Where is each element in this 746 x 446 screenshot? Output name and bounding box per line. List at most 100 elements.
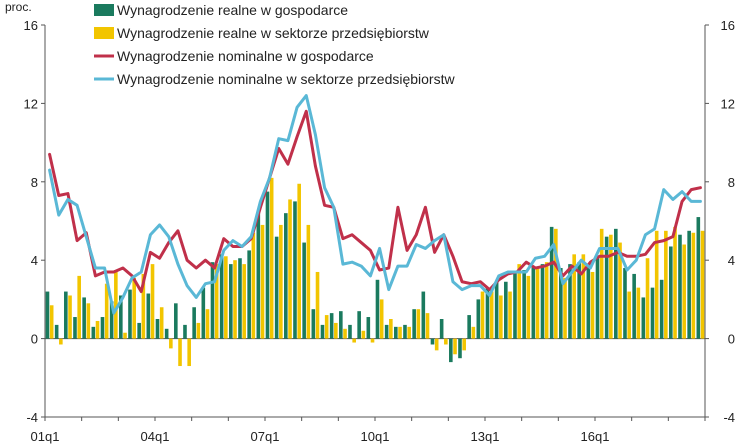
bar-real-economy: [366, 317, 371, 339]
bar-real-enterprise: [618, 242, 622, 339]
bar-real-economy: [421, 291, 426, 339]
y-tick-label-right: 16: [721, 18, 735, 33]
bar-real-enterprise: [49, 305, 54, 339]
x-tick-label: 04q1: [141, 429, 170, 444]
bar-real-economy: [439, 319, 444, 339]
axes: -4 -4 0 0 4 4 8 8 12 12 16 16 01q1 04q1 07q1 10q1 13q1 16…: [24, 18, 735, 444]
bar-real-economy: [513, 271, 517, 339]
bar-real-economy: [247, 250, 251, 339]
bar-real-economy: [348, 324, 352, 339]
bar-real-economy: [669, 246, 673, 339]
bar-real-enterprise: [563, 277, 567, 339]
bar-real-economy: [650, 287, 655, 339]
bar-real-economy: [430, 338, 435, 345]
bar-real-enterprise: [169, 338, 173, 349]
bar-real-economy: [577, 262, 581, 339]
bar-real-enterprise: [398, 326, 402, 339]
bar-real-economy: [467, 315, 471, 339]
line-nominal-enterprise: [48, 94, 702, 315]
bar-real-economy: [137, 322, 141, 339]
bar-real-economy: [384, 324, 389, 339]
bar-real-enterprise: [389, 319, 393, 339]
bar-real-economy: [641, 297, 646, 339]
bar-real-enterprise: [581, 254, 586, 339]
bar-real-economy: [73, 317, 77, 339]
bar-real-economy: [219, 254, 224, 339]
bar-real-economy: [109, 301, 114, 339]
bar-real-economy: [357, 311, 361, 339]
bar-real-enterprise: [251, 232, 256, 339]
y-unit-label: proc.: [5, 0, 32, 14]
bar-real-economy: [531, 266, 536, 339]
bar-real-enterprise: [95, 320, 100, 339]
bar-real-economy: [504, 281, 508, 339]
bar-real-economy: [696, 217, 701, 339]
bar-real-economy: [449, 338, 453, 363]
bar-real-enterprise: [370, 338, 375, 343]
y-tick-label-left: 12: [24, 96, 38, 111]
bar-real-economy: [412, 309, 416, 339]
bar-real-enterprise: [444, 338, 448, 345]
bar-real-enterprise: [599, 228, 604, 339]
bar-real-economy: [54, 324, 59, 339]
bar-real-enterprise: [645, 258, 650, 339]
bar-real-economy: [183, 324, 187, 339]
bar-real-economy: [210, 262, 215, 339]
bar-real-enterprise: [343, 328, 347, 339]
bar-real-enterprise: [379, 299, 384, 339]
bar-real-economy: [265, 191, 270, 339]
bar-real-enterprise: [654, 230, 659, 339]
bar-real-enterprise: [141, 273, 146, 339]
bar-real-economy: [586, 268, 591, 339]
y-tick-label-left: 0: [31, 332, 38, 347]
bar-real-economy: [329, 313, 334, 339]
bar-real-enterprise: [535, 268, 540, 339]
bar-real-economy: [659, 279, 664, 339]
bar-real-economy: [339, 311, 343, 339]
bar-real-enterprise: [453, 338, 457, 355]
bar-real-economy: [284, 213, 288, 339]
bar-real-economy: [45, 291, 50, 339]
bar-real-economy: [146, 293, 151, 339]
bar-real-enterprise: [114, 270, 118, 339]
bar-real-enterprise: [288, 199, 292, 339]
bar-real-enterprise: [425, 313, 430, 339]
bar-real-economy: [293, 201, 297, 339]
bar-real-enterprise: [306, 224, 311, 339]
bar-real-economy: [632, 273, 636, 339]
bar-real-enterprise: [361, 330, 366, 339]
bar-real-economy: [595, 256, 600, 339]
y-tick-label-right: -4: [723, 410, 735, 425]
bar-real-economy: [229, 264, 233, 339]
bar-real-economy: [64, 291, 68, 339]
bar-real-economy: [91, 326, 96, 339]
bar-real-enterprise: [636, 287, 641, 339]
bar-real-economy: [549, 226, 554, 339]
bar-real-enterprise: [178, 338, 182, 367]
bar-real-economy: [238, 258, 242, 339]
bar-real-enterprise: [609, 234, 613, 339]
bar-real-economy: [623, 268, 627, 339]
legend-label-real-economy: Wynagrodzenie realne w gospodarce: [117, 2, 348, 18]
bar-real-enterprise: [526, 275, 531, 339]
bar-real-enterprise: [434, 338, 439, 351]
bar-real-enterprise: [104, 283, 109, 339]
x-tick-label: 10q1: [361, 429, 390, 444]
bar-real-enterprise: [517, 264, 521, 339]
bar-real-economy: [119, 295, 123, 339]
bar-real-enterprise: [554, 228, 558, 339]
bar-real-economy: [174, 303, 178, 339]
bar-real-economy: [476, 299, 481, 339]
bar-real-enterprise: [489, 291, 494, 339]
bar-real-economy: [568, 264, 572, 339]
bar-real-enterprise: [480, 291, 485, 339]
bar-real-enterprise: [682, 244, 686, 339]
bar-real-economy: [256, 213, 261, 339]
bar-real-enterprise: [233, 260, 237, 339]
bar-real-economy: [458, 338, 462, 359]
bar-real-enterprise: [260, 224, 265, 339]
x-tick-label: 13q1: [471, 429, 500, 444]
y-tick-label-right: 8: [728, 175, 735, 190]
bar-real-enterprise: [664, 230, 668, 339]
